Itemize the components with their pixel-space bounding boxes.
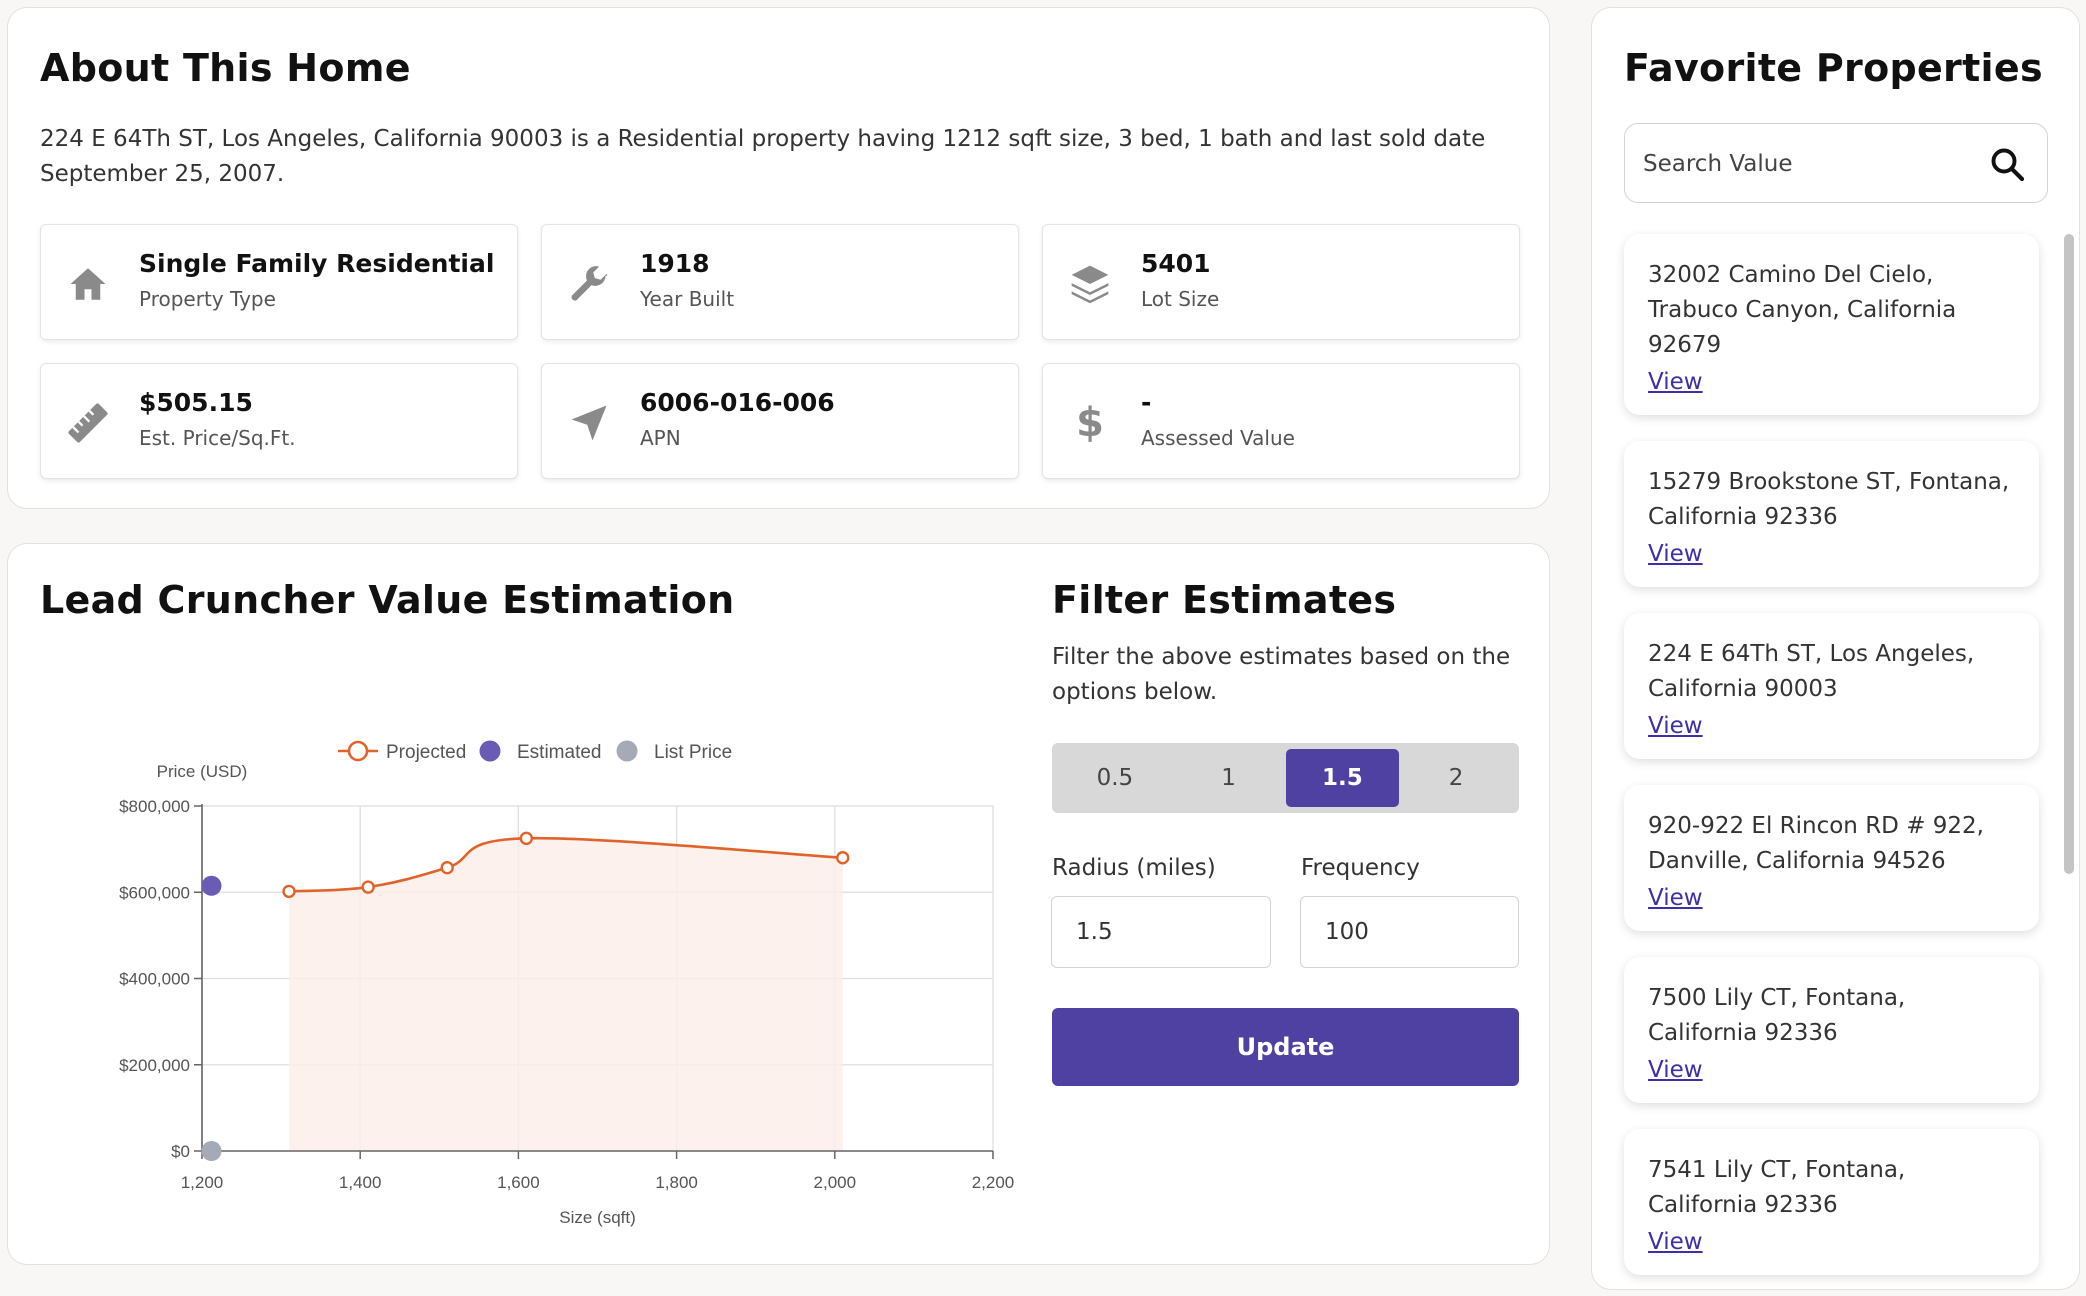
list-price-point: [201, 1141, 222, 1161]
legend-label: Projected: [386, 742, 466, 763]
radius-segmented-control: 0.5 1 1.5 2: [1052, 743, 1519, 813]
value-estimation-chart: 1,200 1,400 1,600 1,800 2,000 2,200 $0 $200,000…: [119, 740, 1015, 1227]
favorite-view-link[interactable]: View: [1648, 541, 1703, 567]
about-description: 224 E 64Th ST, Los Angeles, California 9…: [40, 126, 1486, 187]
filter-title: Filter Estimates: [1052, 578, 1397, 622]
stat-value: -: [1141, 388, 1152, 417]
favorite-properties-panel: Favorite Properties 32002 Camino Del Cie…: [1591, 7, 2080, 1290]
y-axis-label: Price (USD): [157, 762, 248, 781]
stat-apn: 6006-016-006 APN: [541, 363, 1019, 479]
radius-option-0-5[interactable]: 0.5: [1058, 749, 1172, 807]
estimation-title: Lead Cruncher Value Estimation: [40, 578, 735, 622]
search-input[interactable]: [1643, 142, 1973, 186]
x-tick-label: 1,200: [181, 1173, 224, 1192]
favorite-item: 920-922 El Rincon RD # 922, Danville, Ca…: [1624, 785, 2039, 931]
frequency-input[interactable]: [1300, 896, 1519, 968]
favorite-view-link[interactable]: View: [1648, 885, 1703, 911]
x-tick-label: 2,200: [972, 1173, 1015, 1192]
value-estimation-card: Lead Cruncher Value Estimation 1,200 1,40…: [7, 543, 1550, 1265]
legend-list-price-marker: [616, 740, 638, 762]
stat-label: Assessed Value: [1141, 426, 1295, 450]
favorites-title: Favorite Properties: [1624, 46, 2043, 90]
stat-label: Year Built: [640, 287, 735, 311]
stat-price-per-sqft: $505.15 Est. Price/Sq.Ft.: [40, 363, 518, 479]
about-title: About This Home: [40, 46, 411, 90]
search-box: [1624, 123, 2048, 203]
stat-value: $505.15: [139, 388, 253, 417]
ruler-icon: [65, 400, 111, 446]
stat-label: APN: [640, 426, 681, 450]
stat-label: Lot Size: [1141, 287, 1220, 311]
favorite-view-link[interactable]: View: [1648, 1057, 1703, 1083]
about-home-card: About This Home 224 E 64Th ST, Los Angel…: [7, 7, 1550, 509]
favorites-scrollbar[interactable]: [2064, 234, 2074, 874]
stat-lot-size: 5401 Lot Size: [1042, 224, 1520, 340]
legend-projected-marker: [347, 740, 369, 762]
projected-point: [440, 860, 454, 875]
projected-point: [282, 884, 296, 899]
stat-label: Est. Price/Sq.Ft.: [139, 426, 296, 450]
dollar-icon: $: [1076, 400, 1104, 446]
projected-area: [289, 838, 843, 1151]
projected-point: [361, 880, 375, 894]
stat-value: 5401: [1141, 249, 1211, 278]
favorite-view-link[interactable]: View: [1648, 1229, 1703, 1255]
x-tick-label: 1,400: [339, 1173, 382, 1192]
legend-label: Estimated: [517, 742, 601, 763]
favorite-address: 7541 Lily CT, Fontana, California 92336: [1648, 1157, 1906, 1218]
stat-year-built: 1918 Year Built: [541, 224, 1019, 340]
home-icon: [65, 261, 111, 307]
stat-value: 1918: [640, 249, 710, 278]
favorite-view-link[interactable]: View: [1648, 369, 1703, 395]
location-arrow-icon: [566, 400, 612, 446]
filter-description: Filter the above estimates based on the …: [1052, 644, 1511, 705]
favorite-item: 7500 Lily CT, Fontana, California 92336 …: [1624, 957, 2039, 1103]
estimated-point: [201, 875, 222, 896]
stat-property-type: Single Family Residential Property Type: [40, 224, 518, 340]
favorite-address: 920-922 El Rincon RD # 922, Danville, Ca…: [1648, 813, 1984, 874]
legend-estimated-marker: [479, 740, 501, 762]
y-tick-label: $200,000: [119, 1056, 190, 1075]
radius-input[interactable]: [1051, 896, 1271, 968]
favorite-address: 15279 Brookstone ST, Fontana, California…: [1648, 469, 2010, 530]
favorite-view-link[interactable]: View: [1648, 713, 1703, 739]
favorite-item: 32002 Camino Del Cielo, Trabuco Canyon, …: [1624, 234, 2039, 415]
radius-label: Radius (miles): [1052, 855, 1216, 881]
favorite-address: 32002 Camino Del Cielo, Trabuco Canyon, …: [1648, 262, 1957, 358]
search-icon[interactable]: [1989, 146, 2025, 182]
legend-label: List Price: [654, 742, 732, 763]
radius-option-1-5[interactable]: 1.5: [1285, 749, 1400, 807]
stat-value: Single Family Residential: [139, 249, 495, 278]
projected-point: [519, 831, 534, 846]
layers-icon: [1067, 261, 1113, 307]
stat-value: 6006-016-006: [640, 388, 835, 417]
frequency-label: Frequency: [1301, 855, 1420, 881]
x-tick-label: 1,800: [655, 1173, 698, 1192]
projected-point: [836, 851, 850, 865]
favorite-address: 7500 Lily CT, Fontana, California 92336: [1648, 985, 1906, 1046]
y-tick-label: $0: [171, 1142, 190, 1161]
favorites-list: 32002 Camino Del Cielo, Trabuco Canyon, …: [1624, 234, 2039, 1289]
x-tick-label: 2,000: [814, 1173, 857, 1192]
stat-assessed-value: $ - Assessed Value: [1042, 363, 1520, 479]
radius-option-2[interactable]: 2: [1399, 749, 1513, 807]
stat-label: Property Type: [139, 287, 276, 311]
y-tick-label: $800,000: [119, 797, 190, 816]
favorite-item: 7541 Lily CT, Fontana, California 92336 …: [1624, 1129, 2039, 1275]
wrench-icon: [566, 261, 612, 307]
y-tick-label: $400,000: [119, 970, 190, 989]
y-tick-label: $600,000: [119, 883, 190, 902]
favorite-item: 15279 Brookstone ST, Fontana, California…: [1624, 441, 2039, 587]
favorite-item: 224 E 64Th ST, Los Angeles, California 9…: [1624, 613, 2039, 759]
favorite-address: 224 E 64Th ST, Los Angeles, California 9…: [1648, 641, 1975, 702]
x-axis-label: Size (sqft): [559, 1208, 636, 1227]
update-button[interactable]: Update: [1052, 1008, 1519, 1086]
radius-option-1[interactable]: 1: [1172, 749, 1286, 807]
x-tick-label: 1,600: [497, 1173, 540, 1192]
